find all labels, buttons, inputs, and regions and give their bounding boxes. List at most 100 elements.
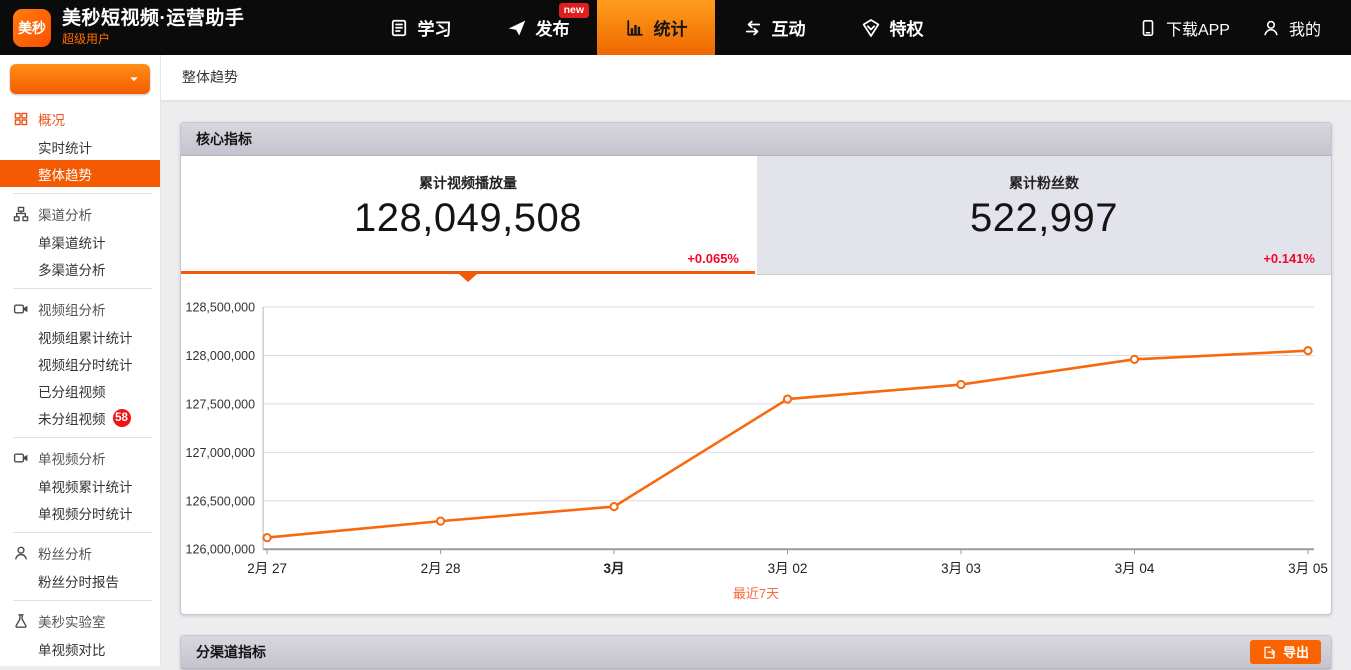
svg-text:126,500,000: 126,500,000 (186, 494, 256, 508)
sitemap-icon (13, 206, 29, 222)
metric-label: 累计粉丝数 (1009, 175, 1079, 191)
nav-item-stats[interactable]: 统计 (597, 0, 715, 55)
paper-plane-icon (507, 18, 527, 38)
sidebar-group-label: 美秒实验室 (38, 615, 106, 630)
metric-tabs: 累计视频播放量 128,049,508 +0.065% 累计粉丝数 522,99… (181, 156, 1331, 282)
top-navigation-bar: 美秒 美秒短视频·运营助手 超级用户 学习 发布 new 统计 互动 特权 (0, 0, 1351, 55)
sidebar-item-label: 单视频累计统计 (38, 479, 133, 495)
sidebar-item[interactable]: 标题库 (0, 662, 160, 666)
sidebar-item[interactable]: 单视频累计统计 (0, 472, 160, 499)
sidebar-group-label: 概况 (38, 113, 65, 128)
video-icon (13, 450, 29, 466)
nav-item-interact[interactable]: 互动 (715, 0, 833, 55)
channel-panel-header: 分渠道指标 导出 (181, 636, 1331, 670)
topbar-right: 下载APP 我的 (1139, 0, 1351, 55)
sidebar-divider (13, 600, 152, 601)
metric-value: 128,049,508 (354, 196, 582, 240)
metric-tab-total-fans[interactable]: 累计粉丝数 522,997 +0.141% (755, 156, 1331, 275)
sidebar-divider (13, 288, 152, 289)
sidebar-item[interactable]: 整体趋势 (0, 160, 160, 187)
export-label: 导出 (1282, 644, 1309, 660)
brand: 美秒 美秒短视频·运营助手 超级用户 (0, 0, 361, 55)
sidebar-group-header[interactable]: 粉丝分析 (0, 539, 160, 567)
sidebar-item[interactable]: 已分组视频 (0, 377, 160, 404)
nav-item-learn[interactable]: 学习 (361, 0, 479, 55)
sidebar-item-label: 单视频对比 (38, 642, 106, 658)
metric-change: +0.065% (687, 251, 739, 266)
nav-item-publish[interactable]: 发布 new (479, 0, 597, 55)
flask-icon (13, 613, 29, 629)
user-icon (1262, 19, 1280, 37)
sidebar-item[interactable]: 单视频对比 (0, 635, 160, 662)
video-icon (13, 301, 29, 317)
bar-chart-icon (625, 18, 645, 38)
gem-icon (861, 18, 881, 38)
sidebar-item[interactable]: 实时统计 (0, 133, 160, 160)
sidebar-group-label: 粉丝分析 (38, 547, 92, 562)
sidebar-divider (13, 193, 152, 194)
sidebar-item[interactable]: 粉丝分时报告 (0, 567, 160, 594)
main-area: 整体趋势 核心指标 累计视频播放量 128,049,508 +0.065% 累计… (161, 55, 1351, 670)
content: 核心指标 累计视频播放量 128,049,508 +0.065% 累计粉丝数 5… (161, 100, 1351, 670)
trend-line-chart: 126,000,000 126,500,000 127,000,000 127,500… (186, 301, 1328, 577)
sidebar-group-header[interactable]: 视频组分析 (0, 295, 160, 323)
core-panel-title: 核心指标 (196, 131, 252, 147)
download-app-button[interactable]: 下载APP (1139, 16, 1230, 40)
sidebar-group-label: 单视频分析 (38, 452, 106, 467)
sidebar-item-label: 粉丝分时报告 (38, 574, 119, 590)
svg-text:127,500,000: 127,500,000 (186, 397, 256, 411)
metric-change: +0.141% (1263, 251, 1315, 266)
count-badge: 58 (112, 408, 131, 427)
active-tab-pointer (459, 274, 477, 282)
caret-down-icon (127, 72, 141, 86)
export-icon (1262, 645, 1277, 660)
brand-text: 美秒短视频·运营助手 超级用户 (62, 8, 244, 47)
sidebar-item[interactable]: 未分组视频 58 (0, 404, 160, 431)
svg-text:3月 02: 3月 02 (768, 561, 808, 576)
svg-text:126,000,000: 126,000,000 (186, 543, 256, 557)
nav-item-privilege[interactable]: 特权 (833, 0, 951, 55)
svg-text:3月 05: 3月 05 (1288, 561, 1328, 576)
sidebar-item-label: 整体趋势 (38, 167, 92, 183)
svg-text:127,000,000: 127,000,000 (186, 446, 256, 460)
nav-label: 互动 (771, 20, 806, 39)
svg-text:2月 28: 2月 28 (421, 561, 461, 576)
sidebar-group-header[interactable]: 渠道分析 (0, 200, 160, 228)
core-metrics-panel: 核心指标 累计视频播放量 128,049,508 +0.065% 累计粉丝数 5… (180, 122, 1332, 616)
sidebar-item[interactable]: 单视频分时统计 (0, 499, 160, 526)
sidebar-item-label: 视频组累计统计 (38, 330, 133, 346)
date-range-label[interactable]: 最近7天 (732, 586, 780, 602)
chart-area: 126,000,000 126,500,000 127,000,000 127,500… (181, 281, 1331, 614)
nav-label: 发布 (535, 20, 570, 39)
nav-label: 特权 (889, 20, 924, 39)
svg-text:3月: 3月 (604, 561, 625, 576)
breadcrumb: 整体趋势 (161, 55, 1351, 100)
phone-icon (1139, 19, 1157, 37)
sidebar-menu: 概况实时统计整体趋势渠道分析单渠道统计多渠道分析视频组分析视频组累计统计视频组分… (0, 105, 160, 666)
swap-arrows-icon (743, 18, 763, 38)
sidebar-item-label: 未分组视频 (38, 411, 106, 427)
account-selector-button[interactable] (10, 64, 150, 94)
sidebar-item[interactable]: 视频组分时统计 (0, 350, 160, 377)
metric-tab-total-plays[interactable]: 累计视频播放量 128,049,508 +0.065% (181, 156, 755, 282)
sidebar: 概况实时统计整体趋势渠道分析单渠道统计多渠道分析视频组分析视频组累计统计视频组分… (0, 55, 161, 666)
sidebar-group-header[interactable]: 美秒实验室 (0, 607, 160, 635)
sidebar-item-label: 多渠道分析 (38, 262, 106, 278)
primary-nav: 学习 发布 new 统计 互动 特权 (361, 0, 951, 55)
sidebar-item[interactable]: 单渠道统计 (0, 228, 160, 255)
nav-label: 统计 (653, 20, 688, 39)
core-panel-header: 核心指标 (181, 123, 1331, 156)
nav-label: 学习 (417, 20, 452, 39)
svg-text:3月 04: 3月 04 (1115, 561, 1155, 576)
channel-metrics-panel: 分渠道指标 导出 (180, 635, 1332, 670)
download-app-label: 下载APP (1165, 21, 1230, 39)
sidebar-item-label: 单渠道统计 (38, 235, 106, 251)
export-button[interactable]: 导出 (1249, 640, 1321, 665)
sidebar-group-header[interactable]: 单视频分析 (0, 444, 160, 472)
sidebar-item[interactable]: 多渠道分析 (0, 255, 160, 282)
sidebar-item[interactable]: 视频组累计统计 (0, 323, 160, 350)
my-account-button[interactable]: 我的 (1262, 16, 1321, 40)
sidebar-group-label: 视频组分析 (38, 303, 106, 318)
svg-text:2月 27: 2月 27 (247, 561, 287, 576)
sidebar-group-header[interactable]: 概况 (0, 105, 160, 133)
